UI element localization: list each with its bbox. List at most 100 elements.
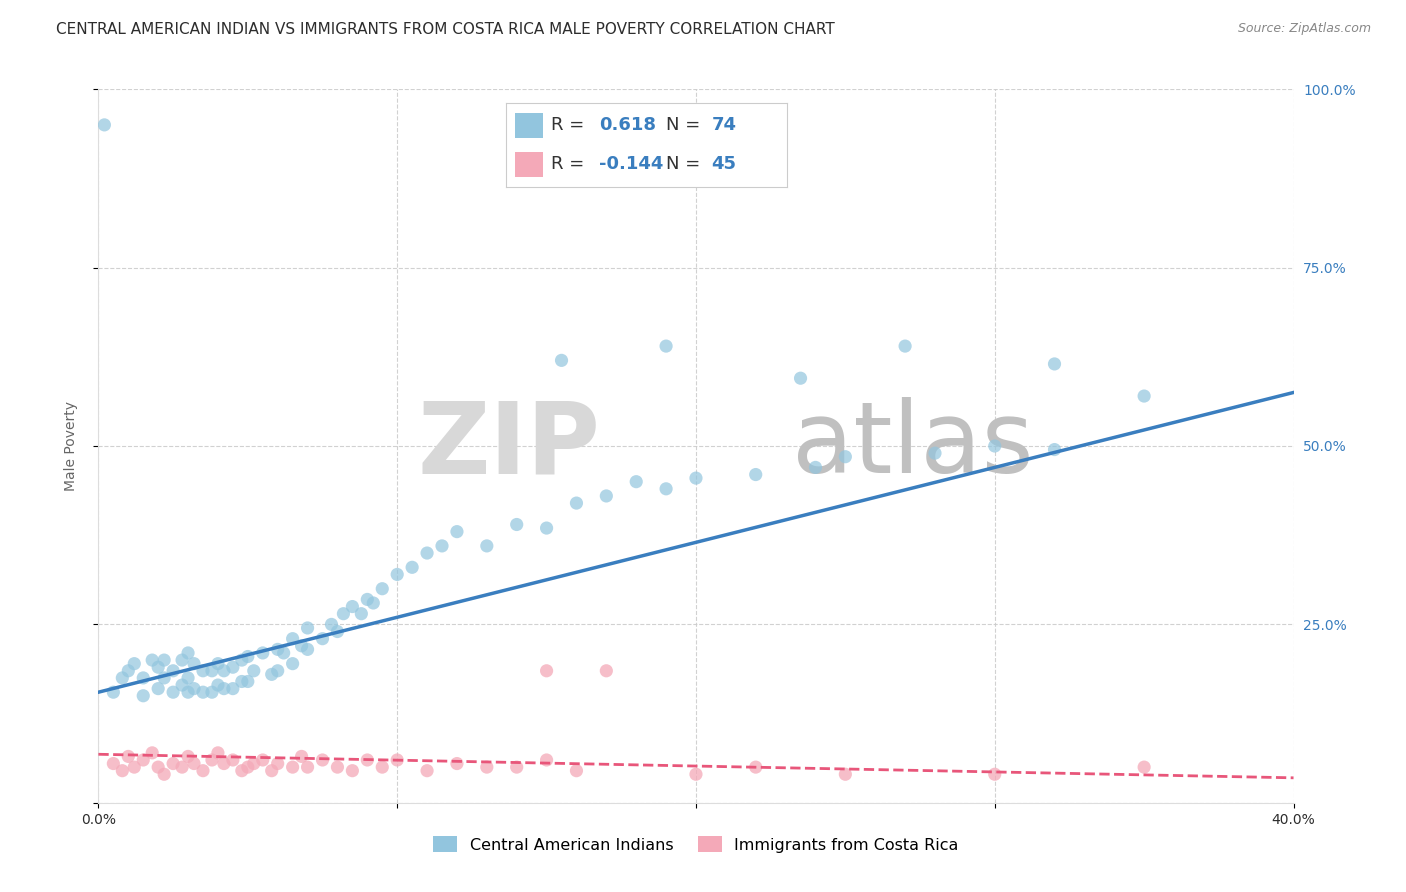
Text: 45: 45: [711, 155, 737, 173]
Point: [536, 753, 558, 767]
Point: [281, 657, 304, 671]
Text: ZIP: ZIP: [418, 398, 600, 494]
Point: [804, 460, 827, 475]
Point: [326, 624, 349, 639]
Point: [111, 764, 134, 778]
Point: [984, 439, 1007, 453]
Point: [446, 756, 468, 771]
Point: [342, 764, 364, 778]
Point: [183, 681, 205, 696]
Point: [1133, 389, 1156, 403]
Point: [297, 760, 319, 774]
Point: [124, 760, 146, 774]
Point: [117, 749, 139, 764]
Point: [260, 764, 283, 778]
Point: [222, 753, 245, 767]
Point: [141, 746, 163, 760]
Point: [363, 596, 385, 610]
Point: [475, 760, 498, 774]
Text: CENTRAL AMERICAN INDIAN VS IMMIGRANTS FROM COSTA RICA MALE POVERTY CORRELATION C: CENTRAL AMERICAN INDIAN VS IMMIGRANTS FR…: [56, 22, 835, 37]
Point: [626, 475, 648, 489]
Point: [177, 646, 200, 660]
Text: R =: R =: [551, 117, 591, 135]
Point: [356, 592, 378, 607]
Point: [124, 657, 146, 671]
Point: [685, 767, 707, 781]
Point: [132, 753, 155, 767]
Point: [655, 339, 678, 353]
Point: [141, 653, 163, 667]
Point: [153, 767, 176, 781]
Point: [350, 607, 373, 621]
Point: [252, 753, 274, 767]
Text: N =: N =: [666, 155, 706, 173]
Point: [191, 664, 214, 678]
FancyBboxPatch shape: [515, 152, 543, 178]
Point: [177, 671, 200, 685]
Point: [231, 674, 253, 689]
Text: -0.144: -0.144: [599, 155, 664, 173]
Point: [153, 671, 176, 685]
Point: [162, 756, 184, 771]
Point: [222, 660, 245, 674]
Point: [894, 339, 917, 353]
Point: [148, 681, 170, 696]
Point: [655, 482, 678, 496]
Text: 0.618: 0.618: [599, 117, 657, 135]
Point: [236, 674, 259, 689]
Point: [1133, 760, 1156, 774]
Text: Source: ZipAtlas.com: Source: ZipAtlas.com: [1237, 22, 1371, 36]
Point: [252, 646, 274, 660]
Point: [201, 753, 224, 767]
Point: [685, 471, 707, 485]
Point: [291, 639, 314, 653]
Point: [162, 685, 184, 699]
Point: [311, 632, 333, 646]
Point: [207, 657, 229, 671]
Point: [281, 760, 304, 774]
Point: [201, 664, 224, 678]
Point: [446, 524, 468, 539]
Point: [416, 546, 439, 560]
Legend: Central American Indians, Immigrants from Costa Rica: Central American Indians, Immigrants fro…: [427, 830, 965, 859]
Point: [416, 764, 439, 778]
Point: [148, 760, 170, 774]
Point: [536, 664, 558, 678]
Point: [506, 517, 529, 532]
Point: [321, 617, 343, 632]
Point: [332, 607, 354, 621]
Point: [267, 756, 290, 771]
Point: [212, 664, 235, 678]
Point: [297, 642, 319, 657]
Point: [924, 446, 946, 460]
Point: [267, 664, 290, 678]
Point: [371, 760, 394, 774]
Point: [385, 567, 409, 582]
Point: [172, 653, 194, 667]
FancyBboxPatch shape: [515, 112, 543, 138]
Point: [281, 632, 304, 646]
Point: [311, 753, 333, 767]
Point: [148, 660, 170, 674]
Point: [834, 450, 856, 464]
Point: [117, 664, 139, 678]
Text: 74: 74: [711, 117, 737, 135]
Text: R =: R =: [551, 155, 591, 173]
Point: [236, 760, 259, 774]
Point: [172, 678, 194, 692]
Point: [153, 653, 176, 667]
Point: [103, 685, 125, 699]
Point: [745, 467, 768, 482]
Point: [595, 664, 617, 678]
Point: [834, 767, 856, 781]
Point: [342, 599, 364, 614]
Point: [984, 767, 1007, 781]
Point: [212, 681, 235, 696]
Point: [595, 489, 617, 503]
Point: [745, 760, 768, 774]
Y-axis label: Male Poverty: Male Poverty: [63, 401, 77, 491]
Point: [1043, 442, 1066, 457]
Point: [475, 539, 498, 553]
Point: [191, 764, 214, 778]
Point: [222, 681, 245, 696]
